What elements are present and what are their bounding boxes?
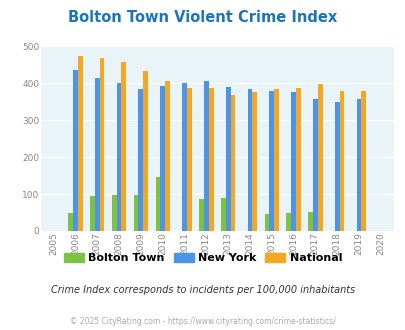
Bar — [100, 58, 104, 231]
Bar — [198, 199, 203, 231]
Text: © 2025 CityRating.com - https://www.cityrating.com/crime-statistics/: © 2025 CityRating.com - https://www.city… — [70, 317, 335, 326]
Bar — [290, 92, 295, 231]
Bar — [143, 71, 148, 231]
Bar — [247, 89, 252, 231]
Bar — [356, 99, 360, 231]
Bar — [220, 198, 225, 231]
Legend: Bolton Town, New York, National: Bolton Town, New York, National — [59, 248, 346, 267]
Bar — [78, 56, 83, 231]
Bar — [112, 195, 116, 231]
Bar — [295, 88, 300, 231]
Bar — [360, 91, 365, 231]
Bar — [73, 70, 78, 231]
Bar — [186, 87, 191, 231]
Bar — [95, 78, 100, 231]
Bar — [90, 196, 95, 231]
Bar — [252, 92, 256, 231]
Bar — [339, 90, 343, 231]
Text: Crime Index corresponds to incidents per 100,000 inhabitants: Crime Index corresponds to incidents per… — [51, 285, 354, 295]
Bar — [155, 178, 160, 231]
Bar — [208, 88, 213, 231]
Bar — [264, 214, 269, 231]
Bar — [307, 212, 312, 231]
Bar — [160, 86, 165, 231]
Bar — [203, 81, 208, 231]
Bar — [312, 99, 317, 231]
Bar — [269, 90, 273, 231]
Bar — [116, 83, 121, 231]
Bar — [230, 95, 235, 231]
Bar — [286, 213, 290, 231]
Bar — [138, 89, 143, 231]
Bar — [182, 83, 186, 231]
Bar — [68, 213, 73, 231]
Text: Bolton Town Violent Crime Index: Bolton Town Violent Crime Index — [68, 10, 337, 25]
Bar — [121, 62, 126, 231]
Bar — [334, 102, 339, 231]
Bar — [225, 87, 230, 231]
Bar — [165, 81, 169, 231]
Bar — [273, 89, 278, 231]
Bar — [133, 195, 138, 231]
Bar — [317, 84, 322, 231]
